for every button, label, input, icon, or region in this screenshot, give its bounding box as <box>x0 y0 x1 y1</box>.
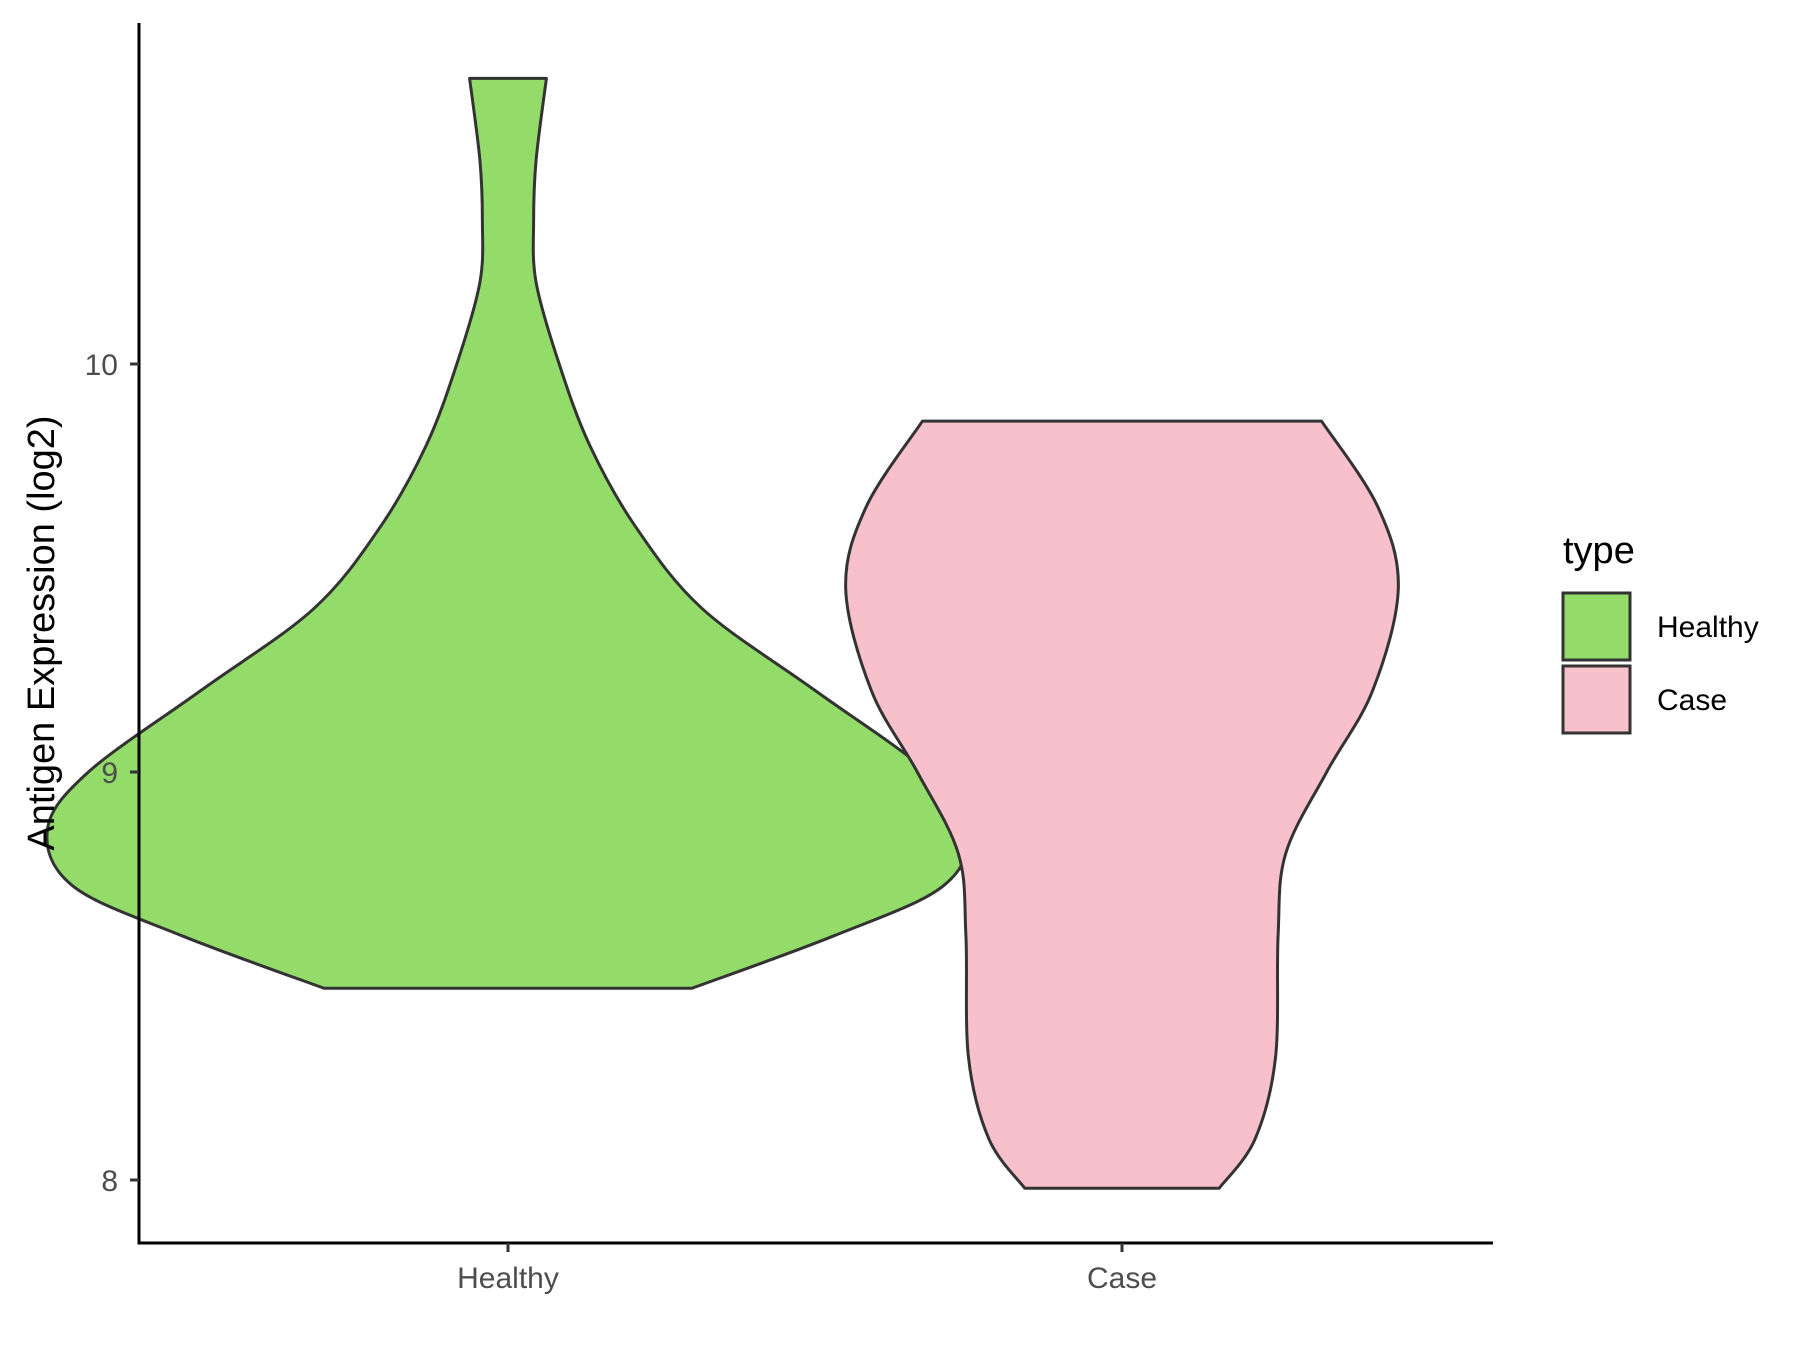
violin-healthy <box>45 76 971 990</box>
plot-area <box>45 76 1400 1190</box>
legend-label-case: Case <box>1657 684 1727 717</box>
violin-case <box>844 419 1400 1190</box>
legend: type Healthy Case <box>1561 530 1759 735</box>
legend-key-case <box>1561 664 1632 735</box>
axes <box>137 23 1493 1245</box>
legend-key-healthy <box>1561 591 1632 662</box>
x-ticks: Healthy Case <box>457 1243 1157 1295</box>
y-tick-label: 9 <box>101 757 118 790</box>
y-tick-label: 8 <box>101 1165 118 1198</box>
legend-title: type <box>1563 530 1635 572</box>
legend-label-healthy: Healthy <box>1657 611 1759 644</box>
x-tick-label: Case <box>1087 1262 1157 1295</box>
y-tick-label: 10 <box>85 349 118 382</box>
x-tick-label: Healthy <box>457 1262 559 1295</box>
y-axis-title: Antigen Expression (log2) <box>21 415 63 850</box>
y-ticks: 8 9 10 <box>85 349 139 1198</box>
